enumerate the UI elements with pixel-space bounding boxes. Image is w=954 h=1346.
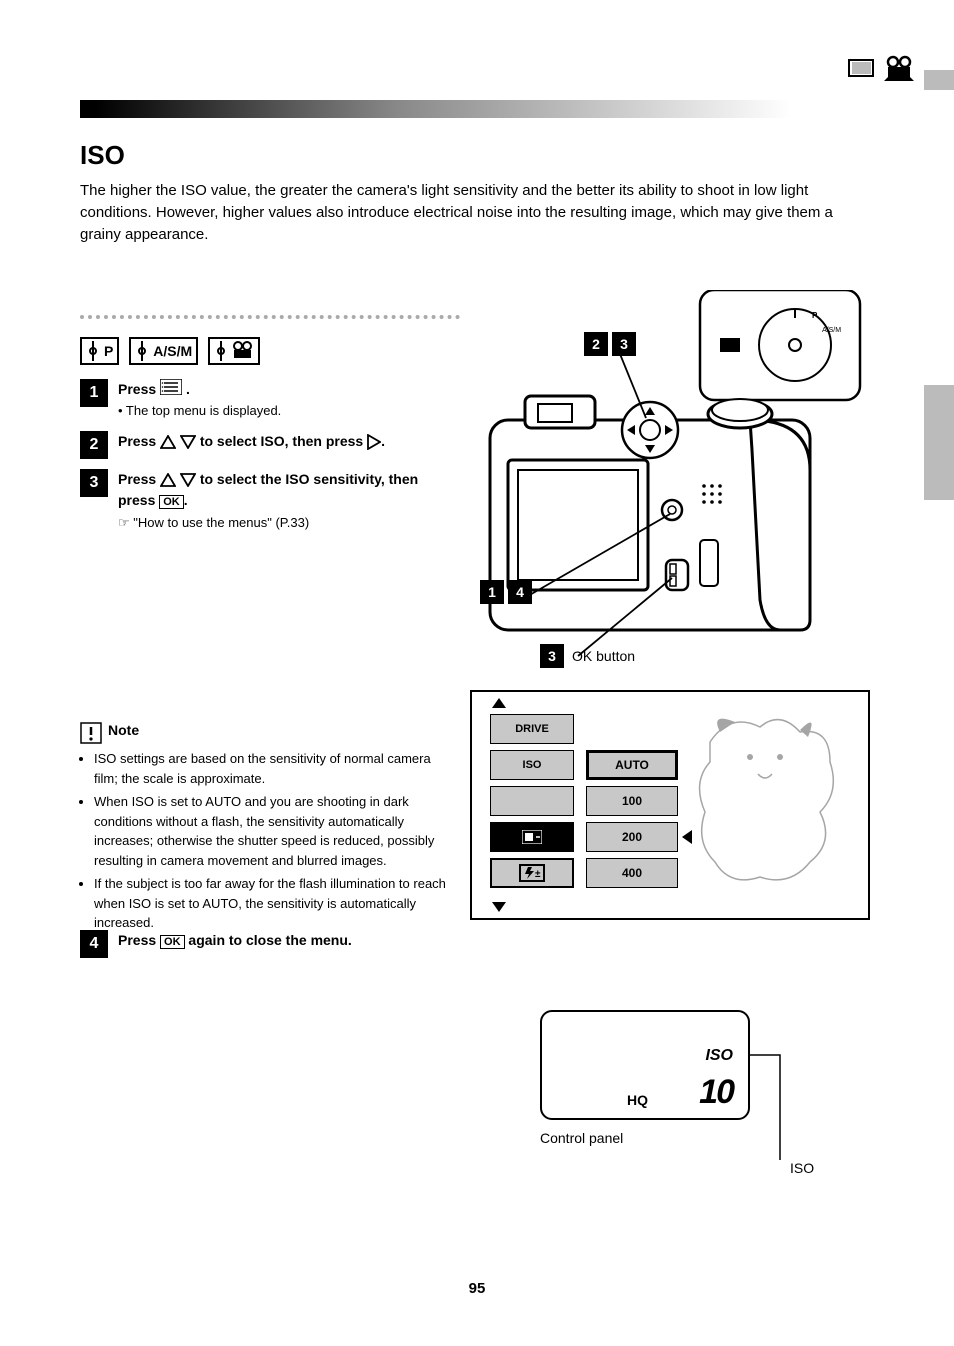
step-1-text-after: .	[186, 381, 190, 397]
mode-asm-icon: A/S/M	[129, 337, 198, 365]
movie-icon	[884, 55, 914, 81]
ok-button-icon: OK	[160, 935, 185, 949]
step-3-number: 3	[80, 469, 108, 497]
svg-text:P: P	[812, 311, 818, 320]
callout-3-box: 3	[612, 332, 636, 356]
step-4-text: Press OK again to close the menu.	[118, 932, 352, 948]
menu-background-illustration	[680, 702, 860, 902]
arrow-up-icon	[160, 473, 176, 487]
menu-left-item-0: DRIVE	[490, 714, 574, 744]
menu-right-item-1: 100	[586, 786, 678, 816]
control-panel-illustration: ISO HQ 10	[540, 1010, 750, 1120]
intro-paragraph: The higher the ISO value, the greater th…	[80, 180, 870, 245]
arrow-down-icon	[180, 473, 196, 487]
step-3-link: ☞ "How to use the menus" (P.33)	[118, 513, 450, 533]
menu-left-column: DRIVE ISO ±	[490, 714, 574, 894]
menu-left-item-2	[490, 786, 574, 816]
callout-1-4: 1 4	[480, 580, 532, 604]
menu-right-item-2: 200	[586, 822, 678, 852]
menu-button-icon	[160, 379, 182, 401]
control-panel-iso-text: ISO	[705, 1047, 733, 1065]
page-number: 95	[0, 1280, 954, 1297]
control-panel-iso-pointer-label: ISO	[790, 1160, 814, 1176]
playback-icon	[848, 56, 878, 80]
menu-left-item-3	[490, 822, 574, 852]
callout-ok-button: 3 OK button	[540, 644, 635, 668]
step-2-number: 2	[80, 431, 108, 459]
dotted-separator	[80, 315, 460, 319]
note-item-2: If the subject is too far away for the f…	[94, 874, 450, 933]
svg-text:±: ±	[535, 869, 541, 880]
note-icon: Note	[80, 720, 450, 745]
menu-scroll-up-icon	[492, 698, 506, 708]
menu-left-item-1: ISO	[490, 750, 574, 780]
menu-right-item-3: 400	[586, 858, 678, 888]
page-edge-tab-chapter	[924, 385, 954, 500]
menu-scroll-down-icon	[492, 902, 506, 912]
arrow-down-icon	[180, 435, 196, 449]
step-3: 3 Press to select the ISO sensitivity, t…	[80, 469, 450, 533]
note-section: Note ISO settings are based on the sensi…	[80, 720, 450, 937]
callout-2-3: 2 3	[584, 332, 636, 356]
ok-button-icon: OK	[159, 495, 184, 509]
svg-text:A/S/M: A/S/M	[822, 327, 841, 334]
callout-4-box: 4	[508, 580, 532, 604]
step-1: 1 Press . • The top menu is displayed.	[80, 379, 450, 421]
camera-illustration: P A/S/M	[470, 290, 870, 675]
menu-right-column: AUTO 100 200 400	[586, 750, 678, 894]
note-list: ISO settings are based on the sensitivit…	[80, 749, 450, 933]
mode-program-icon: P	[80, 337, 119, 365]
mode-movie-icon	[208, 337, 260, 365]
step-1-note: • The top menu is displayed.	[118, 401, 450, 421]
menu-right-item-0: AUTO	[586, 750, 678, 780]
page-title: ISO	[80, 140, 125, 171]
page-edge-tab-top	[924, 70, 954, 90]
step-1-text-before: Press	[118, 381, 160, 397]
note-item-0: ISO settings are based on the sensitivit…	[94, 749, 450, 788]
step-4: 4 Press OK again to close the menu.	[80, 930, 510, 968]
step-1-number: 1	[80, 379, 108, 407]
step-4-number: 4	[80, 930, 108, 958]
mode-asm-label: A/S/M	[153, 341, 192, 362]
mode-program-label: P	[104, 341, 113, 362]
step-2: 2 Press to select ISO, then press .	[80, 431, 450, 459]
control-panel-caption: Control panel	[540, 1130, 623, 1146]
callout-3-small-box: 3	[540, 644, 564, 668]
steps-column: P A/S/M 1 Press . • The top m	[80, 335, 450, 542]
arrow-right-icon	[367, 434, 381, 450]
note-item-1: When ISO is set to AUTO and you are shoo…	[94, 792, 450, 870]
callout-2-box: 2	[584, 332, 608, 356]
callout-1-box: 1	[480, 580, 504, 604]
step-3-text: Press to select the ISO sensitivity, the…	[118, 471, 418, 508]
step-2-text: Press to select ISO, then press .	[118, 433, 385, 449]
menu-left-item-4-flash: ±	[490, 858, 574, 888]
callout-ok-label: OK button	[572, 648, 635, 664]
control-panel-hq-text: HQ	[627, 1092, 648, 1108]
section-rule	[80, 100, 870, 118]
arrow-up-icon	[160, 435, 176, 449]
control-panel-number: 10	[699, 1073, 733, 1112]
lcd-menu-panel: DRIVE ISO ± AUTO 100 200 400	[470, 690, 870, 920]
header-mode-icons	[848, 55, 914, 81]
note-heading: Note	[108, 720, 139, 741]
